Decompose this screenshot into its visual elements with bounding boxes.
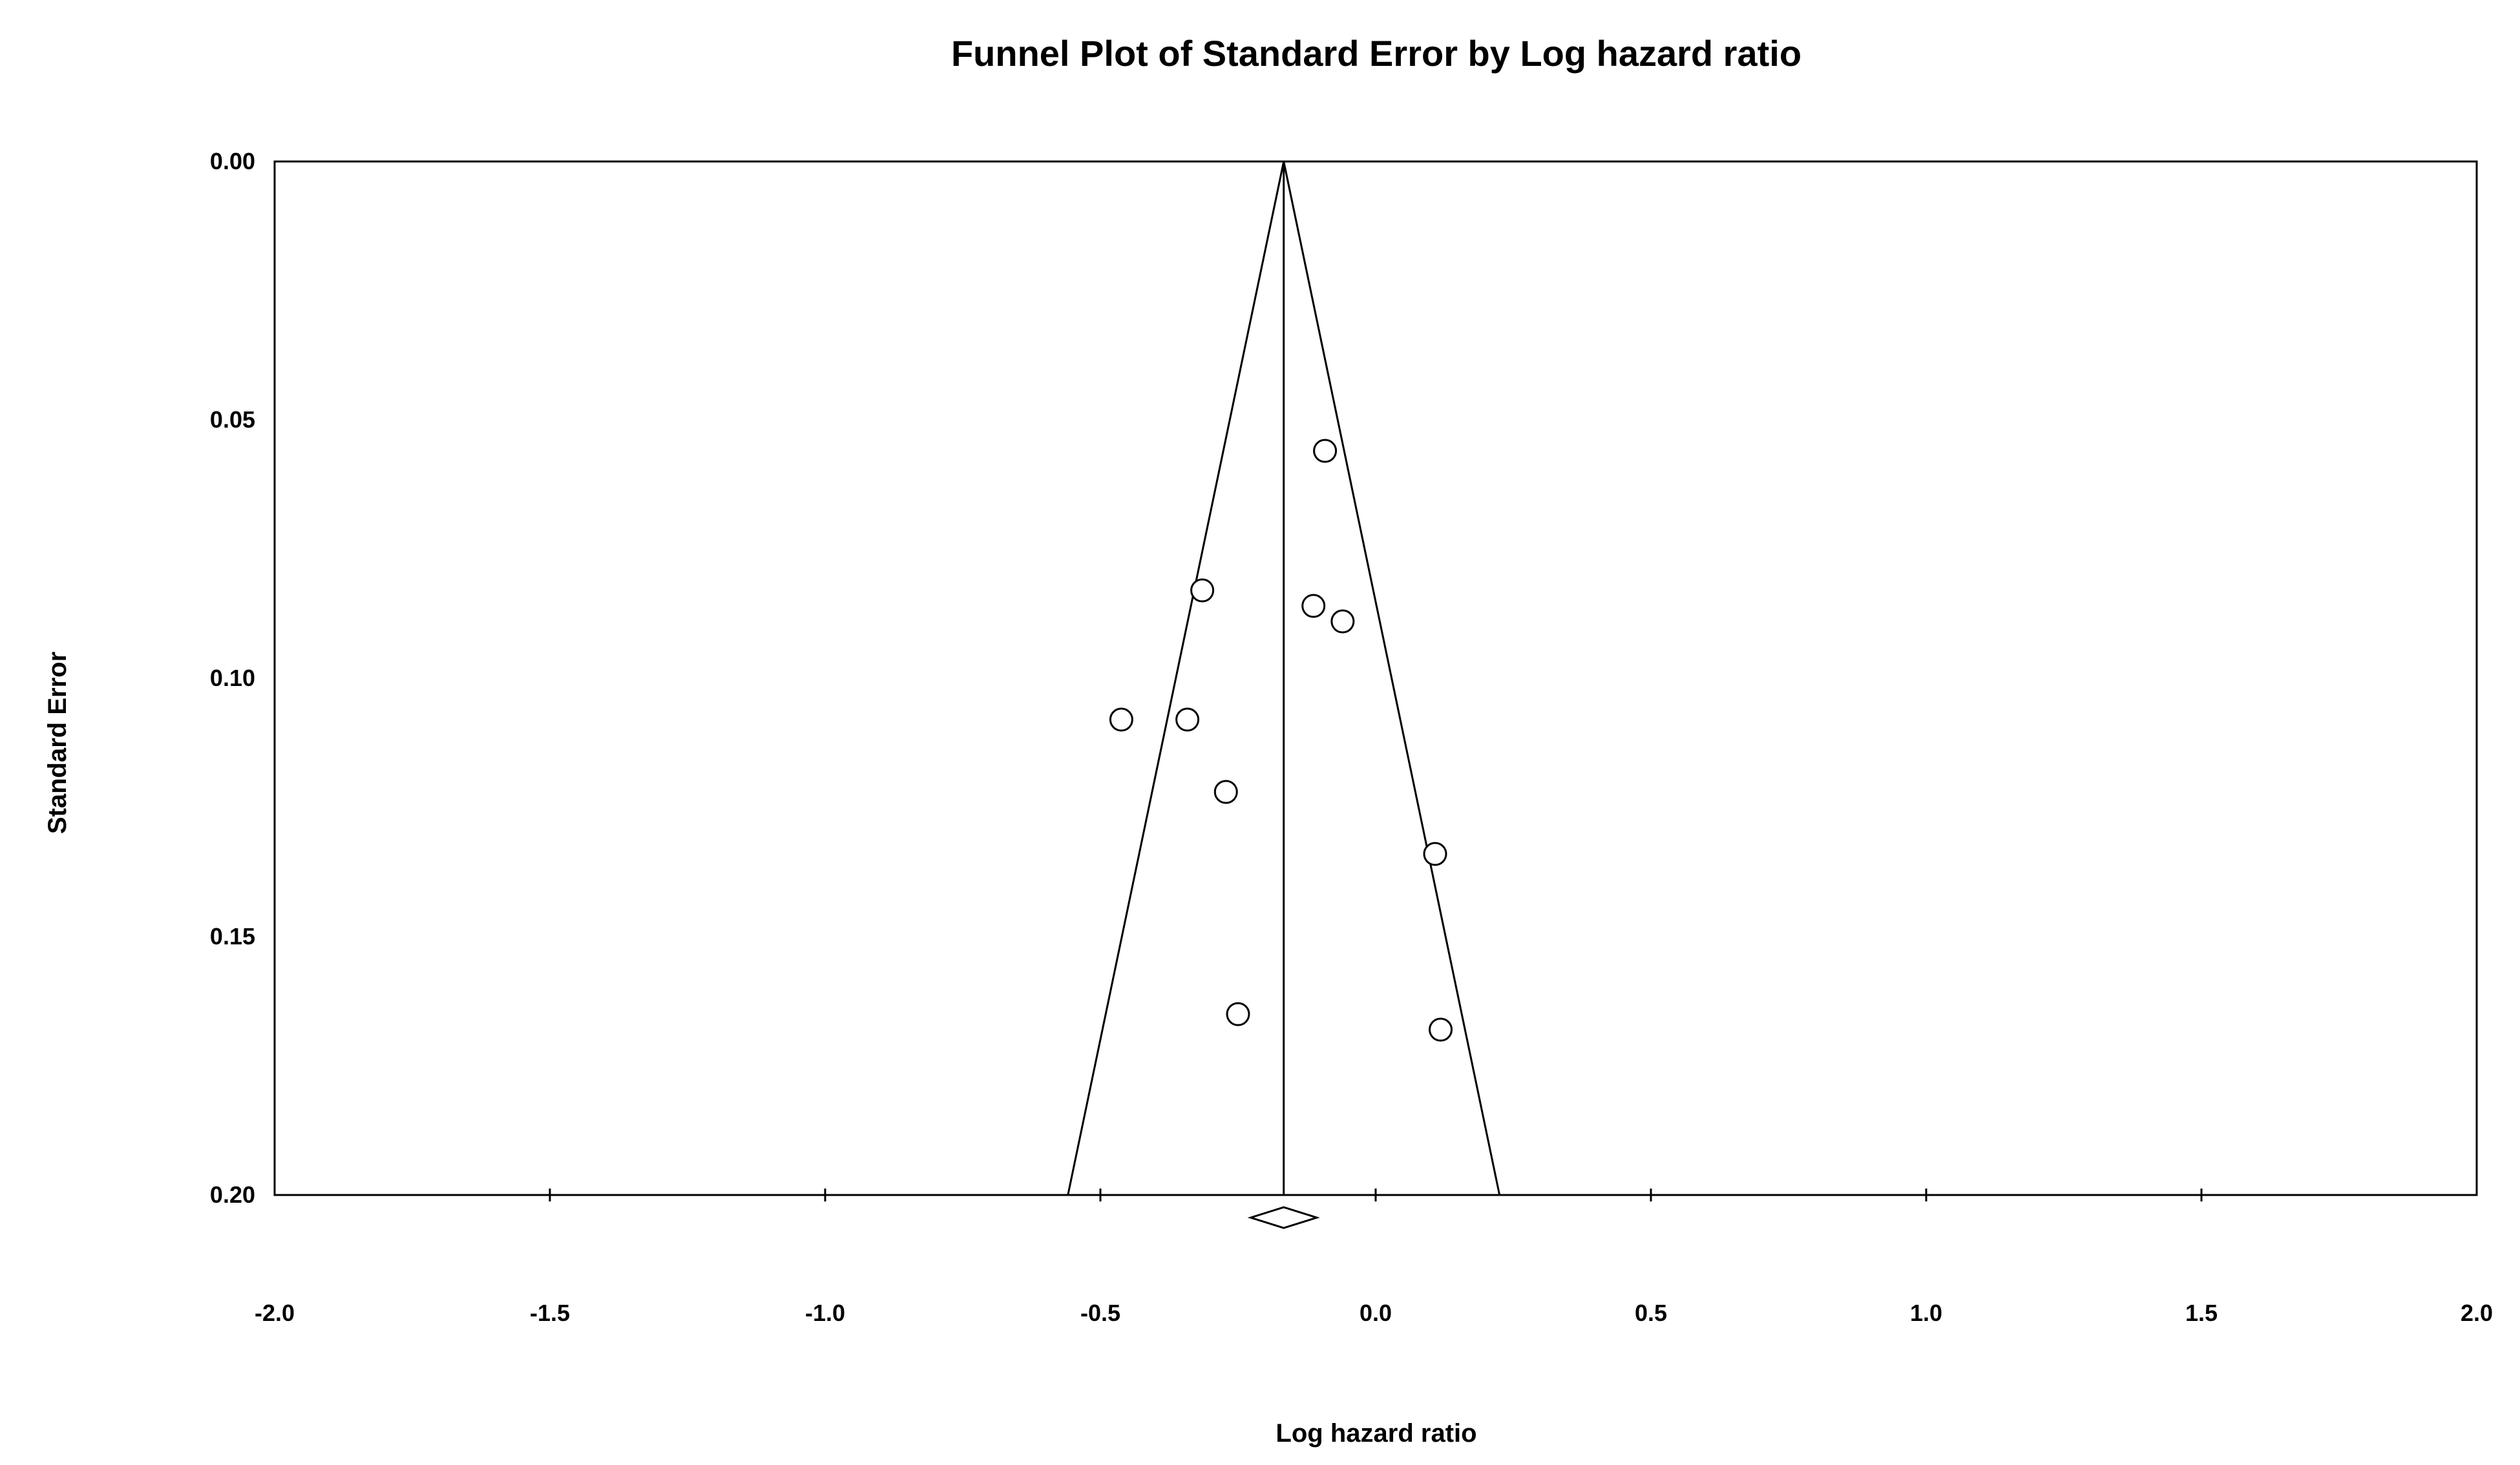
x-tick-label: 0.5 (1635, 1300, 1667, 1326)
x-tick-label: 0.0 (1360, 1300, 1392, 1326)
x-tick-label: -1.0 (805, 1300, 845, 1326)
plot-area (273, 160, 2478, 1229)
funnel-right-boundary (1283, 161, 1501, 1196)
study-point (1301, 594, 1326, 618)
study-point (1213, 780, 1238, 804)
x-tick-label: -2.0 (255, 1300, 295, 1326)
x-tick-label: 1.5 (2185, 1300, 2218, 1326)
x-tick-label: -1.5 (530, 1300, 570, 1326)
x-tick-label: -0.5 (1080, 1300, 1120, 1326)
chart-title: Funnel Plot of Standard Error by Log haz… (951, 33, 1801, 74)
study-point (1429, 1017, 1453, 1042)
axis-ticks: -2.0 -1.5 -1.0 -0.5 0.0 0.5 1.0 1.5 2.0 0.00 0.05 0… (210, 148, 2493, 1326)
y-tick-label: 0.20 (210, 1181, 255, 1208)
x-tick-label: 1.0 (1910, 1300, 1942, 1326)
study-point (1330, 609, 1355, 634)
x-tick-label: 2.0 (2461, 1300, 2493, 1326)
y-tick-label: 0.05 (210, 406, 255, 433)
study-point (1313, 439, 1338, 463)
x-axis-label: Log hazard ratio (1276, 1419, 1476, 1448)
y-tick-label: 0.00 (210, 148, 255, 174)
study-point (1423, 842, 1447, 866)
y-tick-label: 0.10 (210, 665, 255, 691)
y-tick-label: 0.15 (210, 923, 255, 950)
study-point (1109, 707, 1133, 732)
study-points (1109, 439, 1453, 1042)
summary-diamond (1247, 1206, 1320, 1229)
study-point (1226, 1002, 1250, 1026)
funnel-left-boundary (1067, 161, 1285, 1196)
study-point (1190, 578, 1215, 603)
study-point (1175, 707, 1200, 732)
plot-frame (273, 160, 2478, 1196)
y-axis-label: Standard Error (43, 652, 72, 834)
